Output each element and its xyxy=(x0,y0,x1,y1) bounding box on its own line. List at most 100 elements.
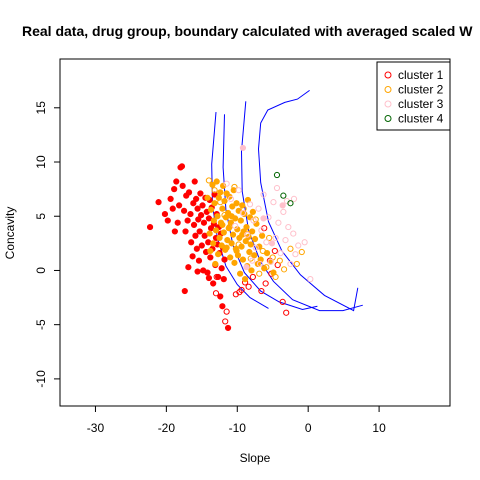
x-tick-label: -30 xyxy=(87,421,105,435)
cluster-2-point xyxy=(213,178,220,185)
cluster-3-point-open xyxy=(256,260,264,268)
cluster-2-point-open xyxy=(211,187,218,194)
cluster-1-point xyxy=(215,273,222,281)
boundary-line xyxy=(222,114,318,311)
legend-marker xyxy=(384,115,392,122)
cluster-2-point xyxy=(204,194,211,201)
legend-label: cluster 2 xyxy=(398,83,444,97)
cluster-2-point xyxy=(237,270,244,277)
cluster-3-point-open xyxy=(277,250,284,257)
cluster-2-point xyxy=(225,225,232,232)
cluster-2-point xyxy=(215,194,222,201)
cluster-1-point-open xyxy=(271,247,278,255)
cluster-3-point-open xyxy=(227,195,234,202)
x-tick-label: 0 xyxy=(305,421,312,435)
legend-marker xyxy=(384,100,392,108)
cluster-2-point xyxy=(228,213,235,220)
y-tick-label: -10 xyxy=(34,370,48,388)
cluster-1-point xyxy=(192,232,199,239)
cluster-2-point xyxy=(215,251,222,258)
legend-box xyxy=(376,61,451,131)
cluster-3-point-open xyxy=(285,223,292,231)
cluster-2-point xyxy=(237,217,244,224)
cluster-1-point xyxy=(182,228,189,235)
cluster-1-point xyxy=(164,217,171,224)
cluster-2-point xyxy=(270,269,277,276)
cluster-3-point-open xyxy=(235,187,242,194)
cluster-3-point-open xyxy=(295,242,302,249)
cluster-1-point xyxy=(205,239,212,246)
cluster-3-point-open xyxy=(239,209,247,217)
cluster-1-point xyxy=(174,219,181,226)
cluster-1-point xyxy=(190,200,197,207)
cluster-2-point xyxy=(253,220,260,227)
cluster-1-point-open xyxy=(283,309,290,316)
cluster-3-point xyxy=(239,144,247,152)
cluster-1-point xyxy=(167,195,174,202)
cluster-2-point xyxy=(224,236,231,244)
cluster-2-point xyxy=(219,205,226,212)
cluster-1-point xyxy=(194,268,201,275)
cluster-1-point xyxy=(185,189,193,196)
cluster-1-point xyxy=(193,245,200,252)
cluster-1-point xyxy=(161,210,169,218)
cluster-1-point-open xyxy=(245,283,252,290)
cluster-1-point xyxy=(171,228,178,235)
cluster-1-point xyxy=(224,324,232,332)
cluster-4-point-open xyxy=(273,171,281,179)
cluster-2-point xyxy=(249,228,256,235)
y-tick-label: -5 xyxy=(34,319,48,330)
cluster-2-point xyxy=(228,240,235,247)
cluster-4-point-open xyxy=(280,192,287,199)
cluster-2-point xyxy=(223,244,230,251)
cluster-3-point-open xyxy=(282,236,289,244)
cluster-3-point-open xyxy=(250,217,257,224)
cluster-1-point xyxy=(173,178,180,185)
cluster-2-point-open xyxy=(276,257,283,264)
cluster-1-point-open xyxy=(223,308,230,315)
cluster-3-point-open xyxy=(272,234,279,242)
x-tick-label: 10 xyxy=(372,421,386,435)
x-tick-label: -20 xyxy=(158,421,176,435)
cluster-3-point-open xyxy=(252,244,259,251)
cluster-2-point xyxy=(246,248,253,256)
y-tick-label: 0 xyxy=(34,267,48,274)
cluster-1-point xyxy=(196,228,203,235)
cluster-1-point-open xyxy=(249,273,256,281)
cluster-1-point xyxy=(180,207,188,214)
cluster-2-point xyxy=(251,252,258,259)
cluster-3-point-open xyxy=(244,231,251,238)
cluster-2-point xyxy=(206,230,213,237)
legend-marker xyxy=(384,86,392,93)
cluster-1-point xyxy=(193,195,200,202)
cluster-1-point xyxy=(181,287,188,295)
cluster-3-point-open xyxy=(307,276,314,283)
cluster-3-point-open xyxy=(280,208,287,215)
cluster-1-point-open xyxy=(212,290,220,297)
cluster-3-point-open xyxy=(290,195,298,202)
cluster-2-point xyxy=(220,229,227,236)
cluster-1-point xyxy=(189,253,196,260)
cluster-1-point-open xyxy=(236,289,243,296)
y-tick-label: 15 xyxy=(34,101,48,115)
cluster-1-point xyxy=(190,221,198,229)
cluster-3-point-open xyxy=(301,239,308,246)
cluster-2-point-open xyxy=(256,270,263,277)
cluster-3-point-open xyxy=(270,199,277,206)
cluster-3-point-open xyxy=(287,260,294,268)
cluster-2-point xyxy=(251,235,259,243)
cluster-1-point xyxy=(178,163,186,170)
cluster-2-point xyxy=(227,219,234,226)
cluster-1-point-open xyxy=(222,318,229,325)
x-axis: -30 -20 -10 0 10 xyxy=(87,406,386,435)
cluster-1-point xyxy=(198,242,205,249)
cluster-1-point xyxy=(191,178,198,185)
cluster-2-point xyxy=(238,243,245,250)
cluster-1-point xyxy=(219,303,226,310)
cluster-2-point xyxy=(263,250,271,257)
cluster-1-point xyxy=(187,210,194,218)
cluster-2-point xyxy=(217,189,224,196)
cluster-2-point-open xyxy=(266,234,273,242)
cluster-2-point xyxy=(207,206,215,213)
